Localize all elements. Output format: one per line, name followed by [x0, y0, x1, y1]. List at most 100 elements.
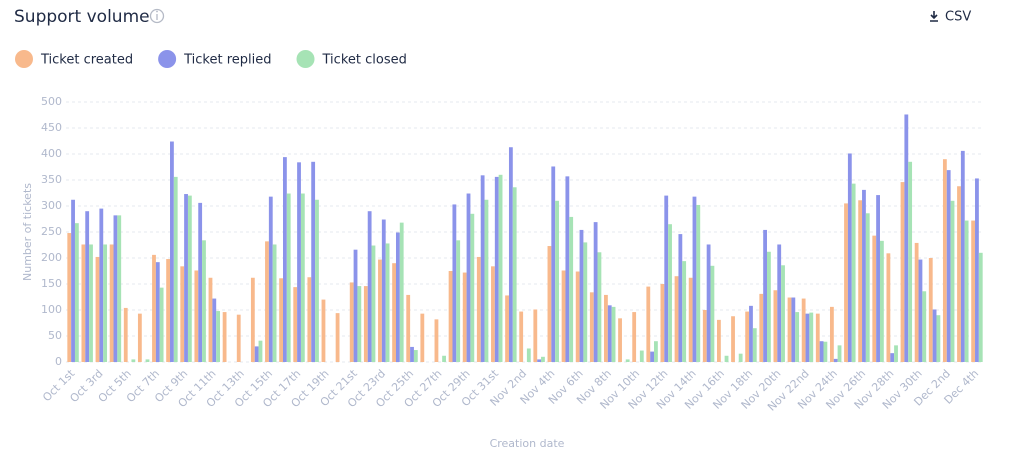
bar: [381, 219, 386, 362]
bar: [406, 294, 411, 362]
bar: [491, 266, 495, 362]
bar: [837, 345, 842, 362]
bar: [795, 312, 800, 362]
legend-label: Ticket replied: [183, 53, 271, 68]
bar: [964, 220, 969, 362]
y-tick-label: 100: [41, 303, 62, 316]
bar: [137, 313, 142, 362]
bar: [928, 258, 933, 362]
bar: [123, 307, 128, 362]
bar: [74, 223, 79, 362]
bar: [307, 277, 312, 362]
bar: [311, 161, 316, 362]
csv-button[interactable]: CSV: [930, 10, 971, 25]
bar: [809, 312, 814, 362]
bar: [791, 297, 796, 362]
bar: [547, 246, 552, 362]
bar: [908, 161, 913, 362]
bar: [918, 259, 923, 362]
y-tick-label: 450: [41, 121, 62, 134]
bar: [131, 359, 136, 362]
bar: [639, 350, 644, 362]
legend-swatch: [15, 50, 33, 68]
bar: [879, 240, 884, 362]
bar: [413, 350, 418, 362]
bar: [900, 182, 905, 362]
bar: [787, 297, 792, 362]
bar: [498, 174, 503, 362]
bar: [103, 244, 108, 362]
bar: [442, 355, 446, 362]
bar: [184, 194, 188, 362]
bar: [194, 270, 199, 362]
bar: [749, 305, 753, 362]
bar: [942, 159, 947, 362]
bar: [152, 254, 156, 362]
bar: [484, 199, 489, 362]
bar: [890, 353, 895, 362]
bar: [688, 277, 693, 362]
bar: [187, 195, 192, 362]
bar: [335, 313, 340, 362]
bar: [349, 282, 354, 362]
chart-title: Support volume: [14, 7, 150, 27]
bar: [886, 253, 891, 362]
bar: [625, 359, 630, 362]
bar: [583, 242, 588, 362]
bar: [293, 287, 298, 362]
bar: [872, 235, 877, 362]
bar: [476, 256, 481, 362]
bar: [258, 340, 263, 362]
bar: [607, 305, 612, 362]
bar: [876, 195, 880, 362]
bar: [678, 234, 683, 362]
bar: [173, 176, 178, 362]
bar: [452, 204, 457, 362]
bar: [717, 319, 721, 362]
bar: [904, 114, 909, 362]
bar: [773, 290, 778, 362]
bar: [434, 319, 439, 362]
bar: [922, 291, 927, 362]
bar: [823, 341, 828, 362]
bar: [781, 265, 785, 362]
bar: [579, 229, 584, 362]
bar: [378, 259, 382, 362]
y-tick-label: 400: [41, 147, 62, 160]
x-axis-label: Creation date: [490, 437, 565, 450]
info-icon[interactable]: [149, 8, 165, 24]
bar: [650, 351, 655, 362]
bar: [555, 200, 559, 362]
bar: [180, 266, 185, 362]
bar: [724, 355, 729, 362]
bar: [618, 318, 622, 362]
bar: [222, 312, 227, 362]
bar: [268, 196, 273, 362]
bar: [975, 178, 979, 362]
bar: [978, 252, 983, 362]
bar: [551, 166, 556, 362]
bar: [212, 298, 217, 362]
bar: [674, 276, 679, 362]
bar: [357, 286, 362, 362]
bar: [145, 359, 150, 362]
bar: [286, 193, 291, 362]
bar: [759, 293, 764, 362]
bar: [272, 244, 277, 362]
legend-swatch: [158, 50, 177, 68]
bar: [399, 222, 404, 362]
bar: [763, 229, 767, 362]
bar: [363, 286, 368, 362]
bar: [250, 277, 255, 362]
bar: [480, 175, 485, 362]
bar: [462, 272, 467, 362]
bar: [660, 284, 665, 362]
bar: [565, 176, 570, 362]
bar: [844, 203, 848, 362]
bar: [216, 311, 221, 362]
csv-label: CSV: [945, 10, 971, 25]
bar: [851, 183, 856, 362]
bar: [589, 292, 594, 362]
bar: [448, 271, 453, 362]
bar: [353, 249, 358, 362]
